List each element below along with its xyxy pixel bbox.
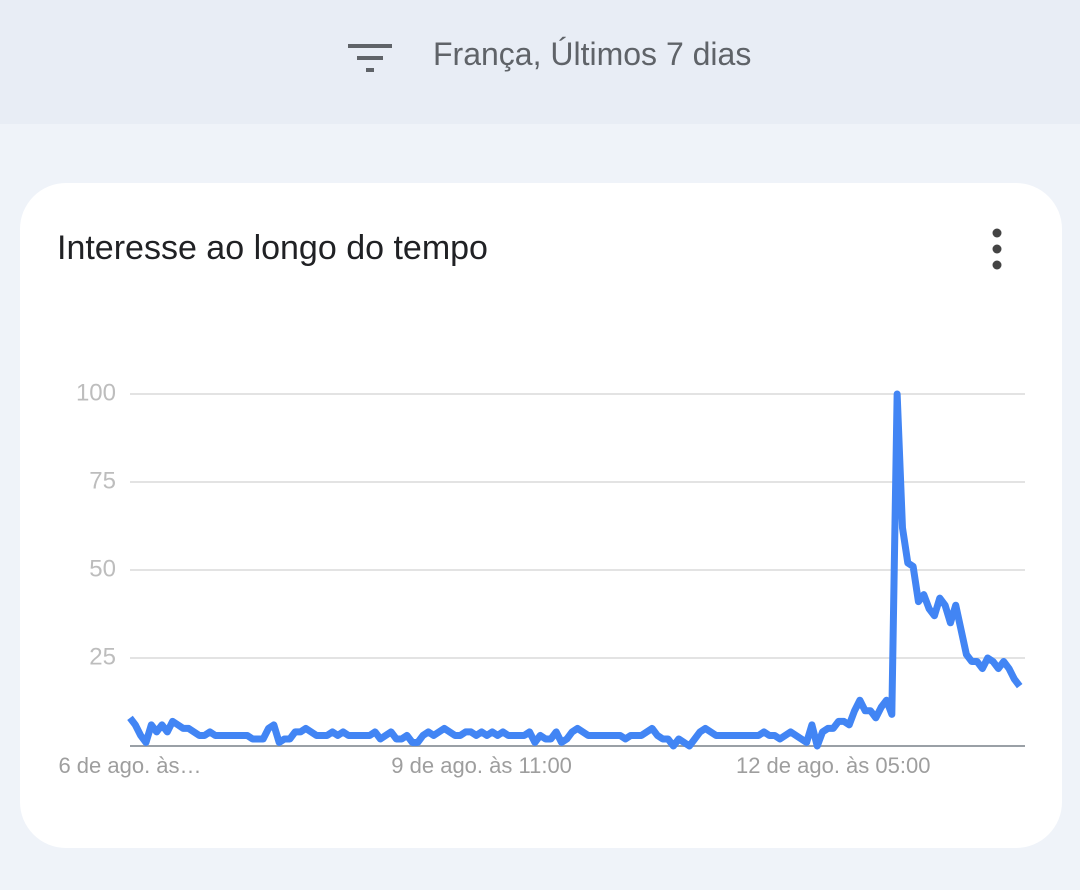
x-tick-label: 9 de ago. às 11:00 — [391, 753, 572, 778]
filter-icon[interactable] — [348, 40, 398, 80]
y-tick-label: 75 — [89, 467, 116, 494]
y-tick-label: 25 — [89, 643, 116, 670]
y-tick-label: 100 — [76, 379, 116, 406]
x-tick-label: 6 de ago. às… — [58, 753, 201, 778]
more-menu[interactable] — [987, 228, 1007, 272]
x-tick-label: 12 de ago. às 05:00 — [736, 753, 931, 778]
y-tick-label: 50 — [89, 555, 116, 582]
trend-line — [127, 390, 1023, 750]
header: França, Últimos 7 dias — [0, 0, 1080, 124]
filter-text[interactable]: França, Últimos 7 dias — [433, 36, 752, 72]
card-title: Interesse ao longo do tempo — [57, 229, 488, 267]
